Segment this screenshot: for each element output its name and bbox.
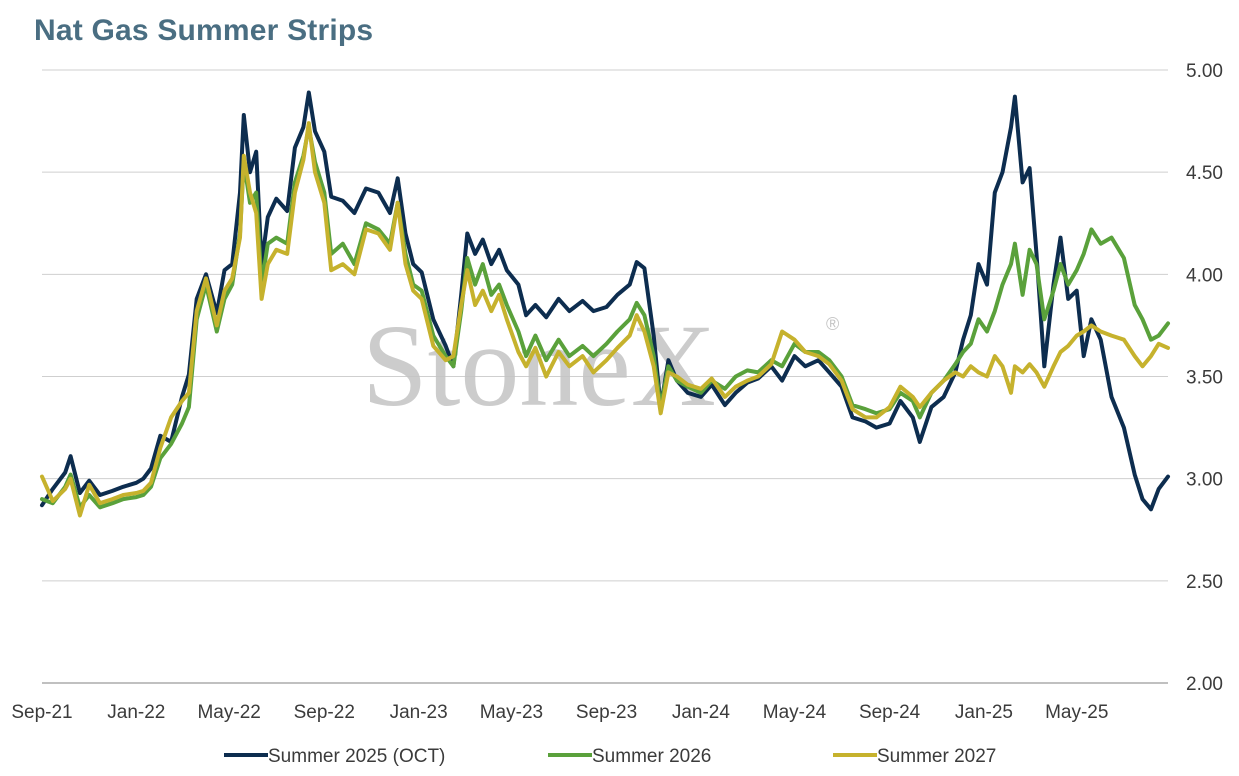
x-tick-label: May-25 <box>1045 702 1108 723</box>
series-lines <box>40 90 1170 518</box>
x-axis: Sep-21 Jan-22 May-22 Sep-22 Jan-23 May-23 Sep-… <box>11 702 1108 723</box>
legend-label: Summer 2026 <box>592 746 711 767</box>
y-tick-label: 3.00 <box>1186 470 1223 491</box>
x-tick-label: Jan-24 <box>672 702 731 723</box>
y-tick-label: 4.50 <box>1186 163 1223 184</box>
watermark-registered-mark: ® <box>826 314 839 334</box>
legend-label: Summer 2025 (OCT) <box>268 746 445 767</box>
x-tick-label: Jan-25 <box>955 702 1013 723</box>
x-tick-label: Sep-22 <box>294 702 355 723</box>
x-tick-label: May-23 <box>480 702 543 723</box>
series-line-2 <box>40 125 1170 510</box>
x-tick-label: Jan-23 <box>390 702 448 723</box>
x-tick-label: Sep-23 <box>576 702 637 723</box>
x-tick-label: Sep-24 <box>859 702 921 723</box>
x-tick-label: May-24 <box>763 702 827 723</box>
gridlines <box>42 69 1168 684</box>
chart-title: Nat Gas Summer Strips <box>34 14 374 47</box>
x-tick-label: Jan-22 <box>107 702 165 723</box>
series-line-1 <box>40 90 1170 512</box>
y-tick-label: 4.00 <box>1186 265 1223 286</box>
legend: Summer 2025 (OCT) Summer 2026 Summer 2027 <box>224 746 996 767</box>
x-tick-label: Sep-21 <box>11 702 72 723</box>
y-axis: 2.00 2.50 3.00 3.50 4.00 4.50 5.00 <box>1186 61 1223 695</box>
y-tick-label: 2.50 <box>1186 572 1223 593</box>
x-tick-label: May-22 <box>197 702 260 723</box>
legend-label: Summer 2027 <box>877 746 996 767</box>
series-line-3 <box>40 121 1170 518</box>
y-tick-label: 5.00 <box>1186 61 1223 82</box>
y-tick-label: 3.50 <box>1186 368 1223 389</box>
y-tick-label: 2.00 <box>1186 674 1223 695</box>
